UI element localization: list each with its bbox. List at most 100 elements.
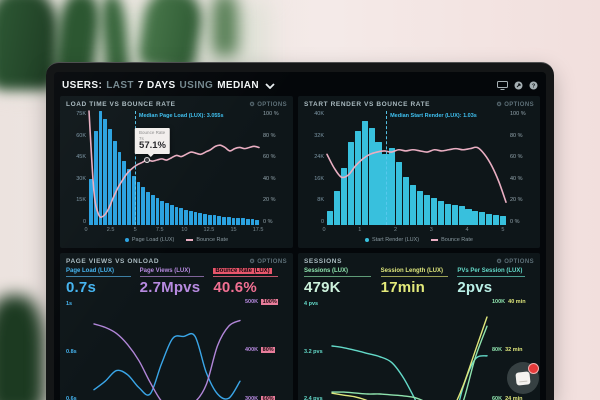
histogram-bar [212,215,217,225]
metric-pvs-per-session: PVs Per Session (LUX) 2pvs [457,268,534,296]
histogram-bar [403,176,410,225]
histogram-bar [184,209,188,225]
x-tick-label: 10 [181,227,188,233]
histogram-bar [245,218,250,225]
notification-badge [528,363,539,374]
histogram-bars [89,111,260,225]
metric-value: 479K [304,279,341,296]
metric-value: 0.7s [66,279,96,296]
median-line [386,111,388,225]
histogram-bar [146,191,150,225]
y-tick-label: 3.2 pvs [304,348,323,355]
metric-bounce-rate: Bounce Rate (LUX) 40.6% [213,268,287,296]
histogram-bar [188,211,193,225]
users-filter-dropdown[interactable]: USERS: LAST 7 DAYS USING MEDIAN [62,80,275,91]
tooltip-x-value: 7s [139,135,144,141]
panel-load-time: LOAD TIME VS BOUNCE RATE ⚙ OPTIONS 75K 60K… [60,96,293,248]
y-tick-label: 32 min [505,347,523,354]
title-segment: LAST [106,80,134,91]
metric-row: Page Load (LUX) 0.7s Page Views (LUX) 2.… [66,268,287,296]
toolbar-icons: ? [497,81,538,90]
histogram-bar [410,185,417,225]
metric-session-length: Session Length (LUX) 17min [380,268,458,296]
y-tick-label: 300K [245,395,259,400]
share-icon[interactable] [514,81,523,90]
x-tick-label: 2 [394,227,398,233]
histogram-bar [241,218,245,225]
y-tick-label: 40 % [263,175,276,182]
histogram-bar [207,214,212,225]
histogram-bar [382,153,389,225]
line-series [94,320,240,400]
histogram-bar [250,219,255,225]
y-tick-row: 400K 80% [245,347,287,354]
y-tick-label: 100% [261,299,279,305]
y-tick-row: 80K 32 min [492,347,534,353]
y-tick-label: 20 % [510,197,523,204]
x-tick-label: 1 [358,227,362,233]
x-tick-label: 15 [230,227,237,233]
histogram-bar [389,148,396,225]
metric-value: 40.6% [213,279,257,296]
metric-value: 2.7Mpvs [139,279,201,296]
y-tick-label: 0 % [510,218,520,225]
panel-title: START RENDER VS BOUNCE RATE [304,101,431,108]
legend-dash [431,239,439,241]
y-tick-label: 60 % [263,154,276,161]
metric-page-views: Page Views (LUX) 2.7Mpvs [139,268,214,296]
title-segment: USERS: [62,80,103,91]
histogram-bar [479,212,486,225]
options-button[interactable]: ⚙ OPTIONS [249,101,287,108]
y-tick-label: 40K [314,111,324,117]
panel-title: SESSIONS [304,258,343,265]
tooltip-value: 57.1% [139,140,166,152]
x-tick-label: 17.5 [252,227,264,233]
histogram-bar [222,216,226,225]
histogram-bar [155,197,160,225]
histogram-bar [375,142,382,225]
histogram-bar [179,208,184,225]
legend-dot [124,238,129,242]
display-icon[interactable] [497,81,508,90]
options-button[interactable]: ⚙ OPTIONS [496,258,534,265]
median-line [134,111,136,225]
options-button[interactable]: ⚙ OPTIONS [249,258,287,265]
panel-start-render: START RENDER VS BOUNCE RATE ⚙ OPTIONS 40K… [298,96,540,248]
y-tick-label: 60K [76,132,86,139]
y-tick-label: 0 [82,218,86,225]
histogram-bar [368,128,375,225]
help-icon[interactable]: ? [529,81,538,90]
y-tick-label: 2.4 pvs [304,396,323,400]
mini-axis-left: 1s0.8s0.6s0.4s [66,298,94,400]
y-axis-right: 100 % 80 % 60 % 40 % 20 % 0 % [506,111,534,225]
x-tick-label: 0 [322,227,326,233]
panel-title: LOAD TIME VS BOUNCE RATE [66,101,176,108]
histogram-bar [160,200,165,225]
metric-value: 17min [380,279,426,296]
histogram-bar [255,219,260,225]
histogram-bar [458,206,465,225]
histogram-bar [127,168,131,225]
options-button[interactable]: ⚙ OPTIONS [496,101,534,108]
histogram-bar [93,130,98,225]
chat-widget-button[interactable] [507,362,539,394]
panel-sessions: SESSIONS ⚙ OPTIONS Sessions (LUX) 479K Se… [298,253,540,400]
metric-label: Page Views (LUX) [139,268,191,274]
histogram-plot: Median Start Render (LUX): 1.03s [327,111,506,225]
y-tick-label: 100 % [263,111,279,117]
histogram-bar [174,206,179,225]
y-tick-label: 0.6s [66,396,77,400]
histogram-bar [89,179,93,225]
y-axis-left: 40K 32K 24K 16K 8K 0 [304,111,327,225]
y-tick-label: 500K [245,299,259,305]
histogram-bar [347,142,354,225]
y-tick-label: 16K [314,175,324,182]
histogram-bar [361,120,368,225]
analytics-dashboard: USERS: LAST 7 DAYS USING MEDIAN [60,78,540,400]
metric-label: Bounce Rate (LUX) [213,268,272,274]
y-tick-label: 30K [76,175,86,182]
x-tick-label: 12.5 [203,227,215,233]
